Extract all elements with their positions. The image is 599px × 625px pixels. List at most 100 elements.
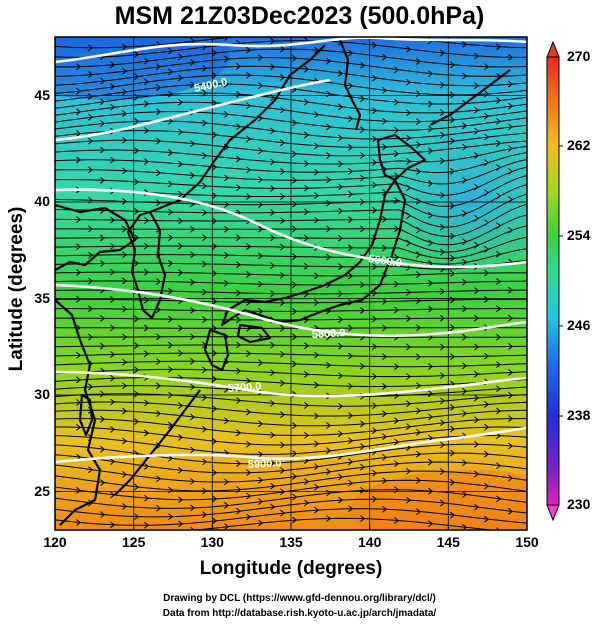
wind-arrow <box>372 159 378 166</box>
wind-arrow <box>348 115 354 123</box>
wind-arrow <box>76 487 82 494</box>
wind-arrow <box>304 431 310 439</box>
wind-arrow <box>382 477 388 485</box>
wind-arrow <box>168 391 174 399</box>
wind-arrow <box>270 94 276 101</box>
x-tick-label: 120 <box>43 534 67 550</box>
wind-arrow <box>304 370 310 378</box>
wind-arrow <box>258 359 264 367</box>
wind-arrow <box>292 493 298 501</box>
wind-arrow <box>156 333 162 341</box>
wind-arrow <box>156 442 162 449</box>
wind-arrow <box>258 476 264 484</box>
wind-arrow <box>428 147 434 155</box>
wind-arrow <box>292 176 298 184</box>
wind-arrow <box>144 100 150 108</box>
wind-arrow <box>474 314 480 322</box>
wind-arrow <box>338 103 344 111</box>
wind-arrow <box>144 429 150 437</box>
wind-arrow <box>338 372 344 380</box>
wind-arrow <box>236 63 242 70</box>
streamline <box>55 130 527 148</box>
streamline <box>55 146 527 165</box>
wind-arrow <box>416 251 422 259</box>
streamline <box>55 418 527 436</box>
wind-arrow <box>428 179 434 187</box>
wind-arrow <box>416 353 422 361</box>
colorbar-tick-label: 230 <box>567 496 591 512</box>
wind-arrow <box>236 397 242 404</box>
wind-arrow <box>156 108 162 116</box>
wind-arrow <box>382 298 388 305</box>
x-tick-label: 135 <box>279 534 303 550</box>
wind-arrow <box>348 49 354 57</box>
wind-arrow <box>134 418 140 425</box>
wind-arrow <box>496 462 502 470</box>
wind-arrow <box>292 450 298 457</box>
wind-arrow <box>292 200 298 208</box>
wind-arrow <box>474 214 480 222</box>
wind-arrow <box>484 482 490 490</box>
wind-arrow <box>202 288 208 296</box>
wind-arrow <box>440 248 446 256</box>
wind-arrow <box>88 44 94 52</box>
wind-arrow <box>348 190 354 198</box>
wind-arrow <box>280 73 286 81</box>
wind-arrow <box>348 324 354 332</box>
wind-arrow <box>360 126 366 134</box>
wind-arrow <box>134 93 140 101</box>
wind-arrow <box>88 71 94 78</box>
wind-arrow <box>348 216 354 224</box>
wind-arrow <box>280 467 286 474</box>
wind-arrow <box>440 191 446 199</box>
wind-arrow <box>212 163 218 171</box>
wind-arrow <box>314 440 320 448</box>
wind-arrow <box>246 193 252 200</box>
wind-arrow <box>326 152 332 159</box>
streamline <box>55 393 527 407</box>
wind-arrow <box>236 429 242 437</box>
wind-arrow <box>246 271 252 278</box>
wind-arrow <box>212 72 218 79</box>
wind-arrow <box>178 74 184 82</box>
wind-arrow <box>360 307 366 314</box>
wind-arrow <box>394 438 400 446</box>
wind-arrow <box>338 473 344 481</box>
wind-arrow <box>360 281 366 289</box>
streamline <box>55 111 527 131</box>
wind-arrow <box>202 209 208 217</box>
wind-arrow <box>372 373 378 380</box>
wind-arrow <box>292 360 298 368</box>
wind-arrow <box>202 316 208 324</box>
wind-arrow <box>382 244 388 252</box>
wind-arrow <box>236 123 242 131</box>
wind-arrow <box>292 333 298 341</box>
wind-arrow <box>270 459 276 467</box>
wind-arrow <box>156 63 162 71</box>
wind-arrow <box>76 519 82 526</box>
wind-arrow <box>110 216 116 224</box>
wind-arrow <box>292 307 298 315</box>
wind-arrow <box>484 133 490 141</box>
wind-arrow <box>224 523 230 530</box>
wind-arrow <box>246 408 252 416</box>
wind-arrow <box>496 432 502 440</box>
wind-arrow <box>462 143 468 151</box>
wind-arrow <box>258 420 264 428</box>
wind-arrow <box>462 410 468 417</box>
wind-arrow <box>178 496 184 504</box>
wind-arrow <box>76 243 82 251</box>
wind-arrow <box>338 234 344 242</box>
wind-arrow <box>382 453 388 461</box>
wind-arrow <box>314 216 320 224</box>
wind-arrow <box>100 415 106 423</box>
wind-arrow <box>440 131 446 139</box>
wind-arrow <box>440 109 446 116</box>
wind-arrow <box>190 357 196 365</box>
wind-arrow <box>382 410 388 418</box>
wind-arrow <box>372 343 378 351</box>
contour-label: 5700.0 <box>227 381 261 395</box>
wind-arrow <box>360 463 366 471</box>
wind-arrow <box>100 260 106 267</box>
wind-arrow <box>122 503 128 510</box>
